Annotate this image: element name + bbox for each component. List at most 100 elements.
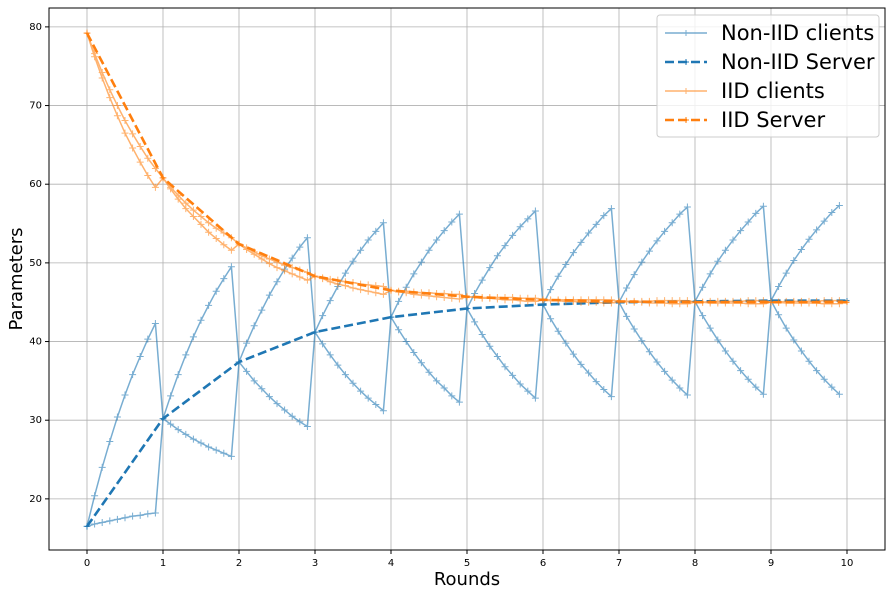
point-marker xyxy=(160,175,166,181)
point-marker xyxy=(129,371,137,379)
point-marker xyxy=(653,237,661,245)
point-marker xyxy=(402,338,410,346)
point-marker xyxy=(493,252,501,260)
point-marker xyxy=(737,227,745,235)
point-marker xyxy=(106,94,114,102)
point-marker xyxy=(668,219,676,227)
legend-item xyxy=(665,30,707,36)
point-marker xyxy=(616,298,622,304)
point-marker xyxy=(326,297,334,305)
point-marker xyxy=(752,297,760,305)
point-marker xyxy=(805,357,813,365)
x-tick-label: 8 xyxy=(692,558,698,569)
point-marker xyxy=(312,329,318,335)
point-marker xyxy=(281,406,289,414)
point-marker xyxy=(182,199,190,207)
point-marker xyxy=(91,520,99,528)
point-marker xyxy=(714,336,722,344)
point-marker xyxy=(212,446,220,454)
point-marker xyxy=(410,349,418,357)
legend-marker xyxy=(683,30,689,36)
series xyxy=(84,30,850,305)
ticks: 0 1 2 3 4 5 6 7 8 9 10 20 30 40 50 60 70 80 xyxy=(29,22,853,569)
point-marker xyxy=(197,212,205,220)
point-marker xyxy=(395,326,403,334)
point-marker xyxy=(577,238,585,246)
point-marker xyxy=(759,390,767,398)
point-marker xyxy=(212,234,220,242)
y-tick-label: 60 xyxy=(29,179,42,190)
legend-item xyxy=(665,59,707,65)
point-marker xyxy=(737,367,745,375)
x-tick-label: 5 xyxy=(464,558,470,569)
point-marker xyxy=(790,336,798,344)
point-marker xyxy=(478,276,486,284)
point-marker xyxy=(174,426,182,434)
point-marker xyxy=(98,69,106,77)
point-marker xyxy=(547,315,555,323)
point-marker xyxy=(638,337,646,345)
point-marker xyxy=(372,227,380,235)
point-marker xyxy=(212,224,220,232)
point-marker xyxy=(258,306,266,314)
point-marker xyxy=(121,116,129,124)
point-marker xyxy=(699,312,707,320)
x-tick-label: 6 xyxy=(540,558,546,569)
point-marker xyxy=(782,324,790,332)
point-marker xyxy=(569,350,577,358)
point-marker xyxy=(455,290,463,298)
point-marker xyxy=(227,263,235,271)
point-marker xyxy=(607,393,615,401)
point-marker xyxy=(668,376,676,384)
y-axis-label: Parameters xyxy=(6,227,27,330)
legend-marker xyxy=(683,59,689,65)
point-marker xyxy=(189,206,197,214)
point-marker xyxy=(509,231,517,239)
point-marker xyxy=(683,203,691,211)
point-marker xyxy=(676,210,684,218)
point-marker xyxy=(144,335,152,343)
point-marker xyxy=(129,512,137,520)
point-marker xyxy=(464,305,470,311)
point-marker xyxy=(531,207,539,215)
point-marker xyxy=(121,391,129,399)
y-tick-label: 70 xyxy=(29,101,42,112)
point-marker xyxy=(212,287,220,295)
point-marker xyxy=(106,437,114,445)
point-marker xyxy=(805,235,813,243)
point-marker xyxy=(388,287,394,293)
point-marker xyxy=(744,375,752,383)
point-marker xyxy=(706,324,714,332)
point-marker xyxy=(455,210,463,218)
point-marker xyxy=(250,322,258,330)
point-marker xyxy=(768,299,774,305)
x-tick-label: 7 xyxy=(616,558,622,569)
point-marker xyxy=(182,430,190,438)
point-marker xyxy=(448,218,456,226)
point-marker xyxy=(706,270,714,278)
legend-marker xyxy=(683,117,689,123)
point-marker xyxy=(121,129,129,137)
point-marker xyxy=(448,392,456,400)
point-marker xyxy=(547,286,555,294)
point-marker xyxy=(98,463,106,471)
point-marker xyxy=(531,394,539,402)
point-marker xyxy=(379,290,387,298)
point-marker xyxy=(524,215,532,223)
point-marker xyxy=(174,191,182,199)
point-marker xyxy=(714,257,722,265)
legend-box xyxy=(656,14,880,138)
point-marker xyxy=(775,282,783,290)
point-marker xyxy=(265,291,273,299)
point-marker xyxy=(319,340,327,348)
point-marker xyxy=(84,30,90,36)
point-marker xyxy=(410,270,418,278)
point-marker xyxy=(288,412,296,420)
point-marker xyxy=(121,514,129,522)
point-marker xyxy=(835,390,843,398)
point-marker xyxy=(835,201,843,209)
point-marker xyxy=(729,357,737,365)
legend-item xyxy=(665,88,707,94)
point-marker xyxy=(151,183,159,191)
point-marker xyxy=(113,413,121,421)
